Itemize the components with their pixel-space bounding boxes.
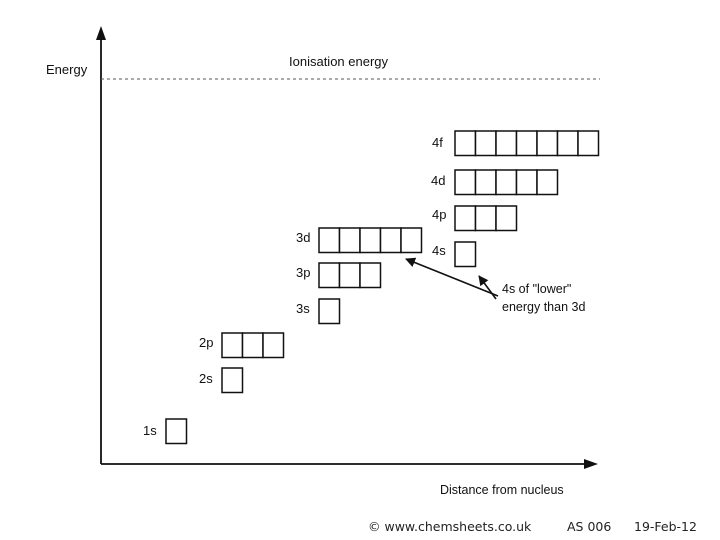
orbital-box: [318, 227, 341, 254]
orbital-box: [318, 298, 341, 325]
y-axis-arrowhead: [96, 26, 106, 40]
subshell-4f: 4f: [432, 130, 600, 157]
footer-date: 19-Feb-12: [634, 519, 697, 534]
orbital-box: [536, 130, 559, 157]
annotation-arrow-to-4s: [478, 275, 497, 300]
subshell-label: 4s: [432, 243, 446, 258]
subshell-label: 1s: [143, 423, 157, 438]
orbital-box: [515, 130, 538, 157]
subshell-label: 3s: [296, 301, 310, 316]
annotation-line-2: energy than 3d: [502, 300, 585, 314]
orbital-box: [241, 332, 264, 359]
orbital-box: [379, 227, 402, 254]
orbital-boxes: [318, 298, 341, 325]
subshell-label: 4p: [432, 207, 446, 222]
subshell-label: 2s: [199, 371, 213, 386]
orbital-box: [221, 332, 244, 359]
footer-code: AS 006: [567, 519, 612, 534]
subshell-3d: 3d: [296, 227, 423, 254]
orbital-box: [577, 130, 600, 157]
orbital-box: [556, 130, 579, 157]
orbital-box: [515, 169, 538, 196]
orbital-box: [359, 227, 382, 254]
orbital-box: [454, 241, 477, 268]
orbital-boxes: [221, 367, 244, 394]
orbital-box: [454, 130, 477, 157]
footer-copyright: © www.chemsheets.co.uk: [368, 519, 532, 534]
orbital-boxes: [318, 227, 423, 254]
subshell-label: 4f: [432, 135, 443, 150]
annotation-arrow-to-3d: [405, 257, 499, 297]
subshell-3p: 3p: [296, 262, 382, 289]
orbital-box: [338, 227, 361, 254]
subshell-label: 4d: [431, 173, 445, 188]
orbital-box: [454, 205, 477, 232]
orbital-box: [495, 169, 518, 196]
orbital-box: [474, 205, 497, 232]
subshell-2s: 2s: [199, 367, 244, 394]
orbital-boxes: [318, 262, 382, 289]
orbital-box: [495, 205, 518, 232]
orbital-box: [318, 262, 341, 289]
subshell-label: 2p: [199, 335, 213, 350]
subshell-1s: 1s: [143, 418, 188, 445]
subshell-4p: 4p: [432, 205, 518, 232]
orbital-box: [221, 367, 244, 394]
orbital-boxes: [454, 205, 518, 232]
orbital-box: [262, 332, 285, 359]
orbital-box: [400, 227, 423, 254]
orbital-box: [338, 262, 361, 289]
orbital-boxes: [454, 169, 559, 196]
orbital-box: [454, 169, 477, 196]
orbital-boxes: [454, 241, 477, 268]
subshell-3s: 3s: [296, 298, 341, 325]
x-axis-label: Distance from nucleus: [440, 483, 564, 497]
orbital-box: [495, 130, 518, 157]
x-axis-arrowhead: [584, 459, 598, 469]
subshell-label: 3p: [296, 265, 310, 280]
orbital-box: [536, 169, 559, 196]
subshell-4d: 4d: [431, 169, 559, 196]
annotation-line-1: 4s of "lower": [502, 282, 571, 296]
orbital-box: [474, 130, 497, 157]
y-axis-label: Energy: [46, 62, 88, 77]
subshell-2p: 2p: [199, 332, 285, 359]
subshell-4s: 4s: [432, 241, 477, 268]
orbital-boxes: [221, 332, 285, 359]
orbital-box: [359, 262, 382, 289]
orbital-box: [165, 418, 188, 445]
subshell-label: 3d: [296, 230, 310, 245]
orbital-box: [474, 169, 497, 196]
orbital-boxes: [454, 130, 600, 157]
orbital-boxes: [165, 418, 188, 445]
ionisation-energy-label: Ionisation energy: [289, 54, 389, 69]
